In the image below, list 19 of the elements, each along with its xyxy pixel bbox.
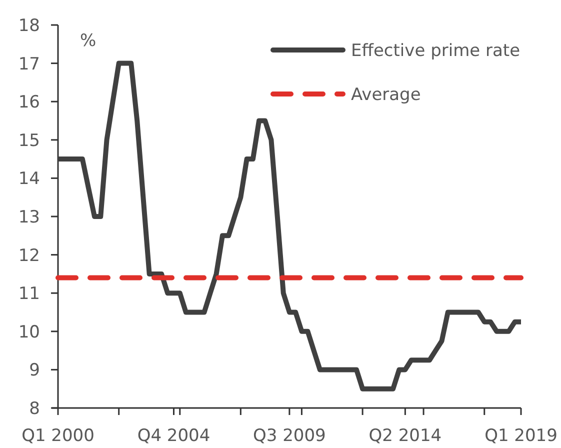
y-axis-title: % (80, 31, 96, 51)
y-tick-label: 9 (29, 360, 40, 381)
y-tick-label: 10 (18, 322, 40, 342)
y-tick-label: 16 (18, 92, 40, 113)
x-tick-label: Q3 2009 (252, 426, 326, 446)
y-tick-label: 13 (18, 207, 40, 228)
x-tick-label: Q2 2014 (368, 426, 442, 446)
legend-label: Effective prime rate (351, 40, 520, 61)
y-tick-label: 15 (18, 130, 40, 151)
legend-label: Average (351, 84, 421, 105)
y-tick-label: 12 (18, 246, 40, 266)
y-tick-label: 17 (18, 54, 40, 74)
x-tick-label: Q1 2000 (22, 426, 94, 446)
y-tick-label: 18 (18, 16, 40, 36)
x-tick-label: Q1 2019 (484, 426, 558, 446)
y-tick-label: 11 (18, 284, 40, 304)
x-tick-label: Q4 2004 (137, 426, 210, 446)
y-tick-label: 14 (18, 169, 40, 190)
y-tick-label: 8 (29, 398, 40, 419)
